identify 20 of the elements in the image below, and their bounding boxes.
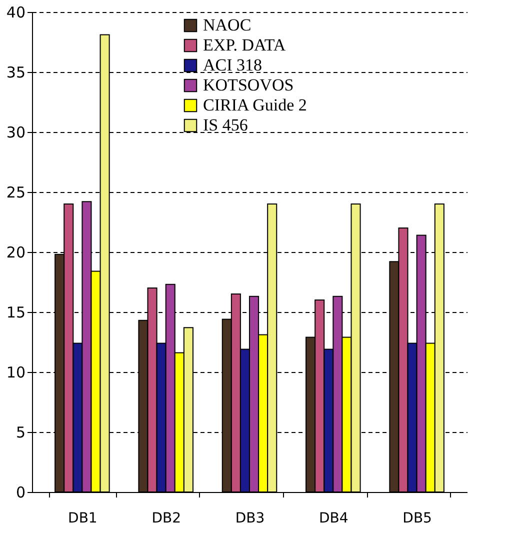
y-tick-label: 10 [6, 364, 26, 382]
x-tick-label: DB1 [68, 510, 98, 526]
legend-label: EXP. DATA [203, 36, 286, 54]
x-tick-label: DB4 [319, 510, 348, 526]
legend-label: NAOC [203, 16, 252, 34]
y-tick-label: 0 [16, 484, 26, 502]
y-tick-label: 15 [6, 304, 26, 322]
y-tick-label: 5 [16, 424, 26, 442]
y-tick-label: 25 [6, 184, 26, 202]
y-tick-label: 40 [6, 4, 26, 22]
legend-label: IS 456 [203, 116, 248, 134]
y-tick-label: 35 [6, 64, 26, 82]
x-tick-label: DB5 [402, 510, 432, 526]
legend-label: CIRIA Guide 2 [203, 96, 307, 114]
legend-label: KOTSOVOS [203, 76, 294, 94]
x-tick-label: DB3 [235, 510, 265, 526]
x-tick-label: DB2 [152, 510, 181, 526]
legend-label: ACI 318 [203, 56, 262, 74]
y-tick-label: 20 [6, 244, 26, 262]
y-tick-label: 30 [6, 124, 26, 142]
